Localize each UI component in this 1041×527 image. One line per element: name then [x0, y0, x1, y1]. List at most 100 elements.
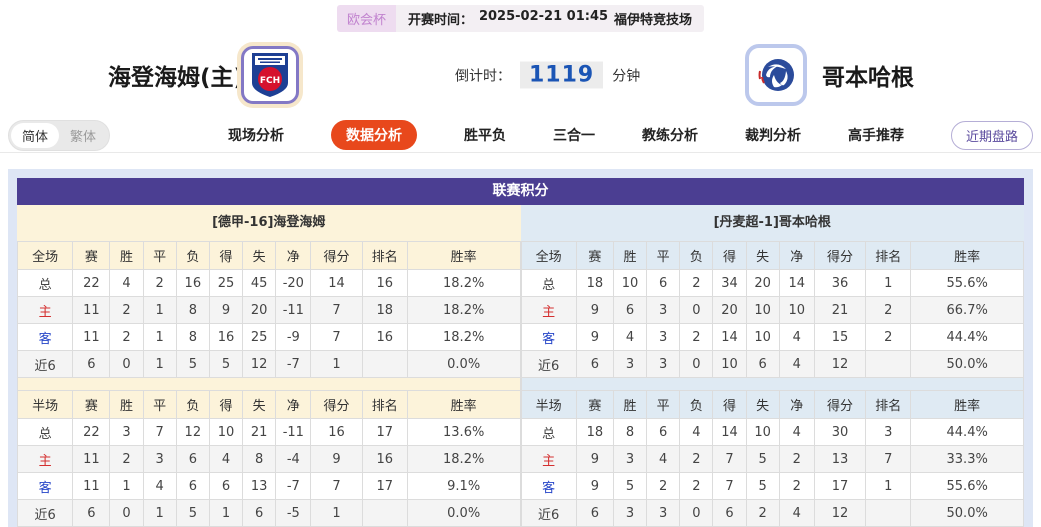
cell: 12 [813, 350, 867, 378]
panel-title: 联赛积分 [17, 178, 1024, 205]
nav-tab[interactable]: 胜平负 [464, 128, 507, 144]
cell: 14 [712, 323, 747, 351]
cell: 55.6% [910, 269, 1024, 297]
cell: 50.0% [910, 350, 1024, 378]
nav-tab[interactable]: 裁判分析 [745, 128, 802, 144]
match-header: 海登海姆(主) FCH 倒计时： 1119 分钟 哥本哈 [0, 32, 1041, 118]
cell: 0.0% [406, 499, 521, 527]
cell: 44.4% [910, 323, 1024, 351]
col-header: 胜率 [406, 241, 521, 270]
lang-traditional-button[interactable]: 繁体 [70, 129, 97, 145]
cell: 30 [813, 418, 867, 446]
league-badge: 欧会杯 [336, 5, 396, 32]
cell: 2 [142, 269, 177, 297]
cell: 7 [142, 418, 177, 446]
nav-tab[interactable]: 数据分析 [331, 120, 418, 150]
countdown: 倒计时： 1119 分钟 [455, 61, 640, 89]
row-label: 主 [520, 445, 577, 473]
home-halftime-table: 半场赛胜平负得失净得分 排名 胜率 总 22 3 7 12 10 21 -11 16 17 13.6% 主… [16, 390, 521, 527]
home-fulltime-table: 全场赛胜平负得失净得分 排名 胜率 总 22 4 2 16 25 45 -20 14 16 18.2% 主… [16, 241, 521, 378]
row-label: 客 [16, 323, 74, 351]
cell: 4 [778, 323, 815, 351]
cell: 7 [712, 445, 747, 473]
col-header: 得分 [813, 390, 867, 419]
fch-crest-icon: FCH [252, 53, 288, 97]
cell: 2 [778, 472, 815, 500]
lang-simplified-button[interactable]: 简体 [11, 122, 60, 148]
cell: 2 [865, 296, 912, 324]
row-label: 近6 [520, 499, 577, 527]
cell: 2 [109, 323, 144, 351]
col-header: 排名 [865, 390, 912, 419]
table-row: 近6 6 3 3 0 10 6 4 12 50.0% [520, 350, 1024, 378]
col-header: 得 [712, 390, 747, 419]
cell: 9 [575, 445, 614, 473]
row-label: 近6 [16, 499, 74, 527]
col-header: 得 [712, 241, 747, 270]
table-row: 主 9 6 3 0 20 10 10 21 2 66.7% [520, 296, 1024, 324]
cell: 12 [242, 350, 277, 378]
cell: 3 [646, 296, 681, 324]
cell: 11 [72, 472, 111, 500]
cell: -7 [275, 350, 312, 378]
cell: 9 [575, 472, 614, 500]
cell: 16 [175, 269, 210, 297]
navbar: 简体 繁体 现场分析 数据分析 胜平负 三合一 教练分析 裁判分析 高手推荐 近期盘路 [0, 118, 1041, 153]
recent-trend-button[interactable]: 近期盘路 [950, 120, 1033, 150]
cell: 16 [361, 445, 408, 473]
cell: 5 [745, 445, 780, 473]
cell: 6 [72, 499, 111, 527]
cell [361, 350, 408, 378]
cell: 2 [646, 472, 681, 500]
cell: 4 [778, 350, 815, 378]
row-label: 主 [520, 296, 577, 324]
cell: 12 [813, 499, 867, 527]
col-header: 负 [175, 241, 210, 270]
row-label: 主 [16, 296, 74, 324]
col-header: 失 [242, 241, 277, 270]
cell: 2 [679, 445, 714, 473]
row-label: 总 [520, 269, 577, 297]
cell: -20 [275, 269, 312, 297]
cell: 18.2% [406, 323, 521, 351]
row-label: 总 [16, 269, 74, 297]
col-header: 得分 [310, 241, 363, 270]
nav-tab[interactable]: 教练分析 [642, 128, 699, 144]
cell: -7 [275, 472, 312, 500]
cell: 3 [142, 445, 177, 473]
col-header: 赛 [72, 390, 111, 419]
cell: 0 [109, 499, 144, 527]
col-header: 排名 [865, 241, 912, 270]
col-header: 胜 [612, 390, 648, 419]
row-label: 总 [520, 418, 577, 446]
cell: 2 [745, 499, 780, 527]
col-header: 得 [208, 241, 244, 270]
table-row: 近6 6 0 1 5 5 12 -7 1 0.0% [16, 350, 521, 378]
cell: 6 [72, 350, 111, 378]
table-row: 总 18 10 6 2 34 20 14 36 1 55.6% [520, 269, 1024, 297]
nav-tab[interactable]: 现场分析 [228, 128, 285, 144]
nav-tab[interactable]: 高手推荐 [848, 128, 905, 144]
cell: 2 [109, 296, 144, 324]
cell: 21 [242, 418, 277, 446]
countdown-label: 倒计时： [455, 68, 511, 84]
row-label: 客 [16, 472, 74, 500]
cell: 2 [865, 323, 912, 351]
cell: 1 [865, 269, 912, 297]
cell: 13 [813, 445, 867, 473]
cell: 0.0% [406, 350, 521, 378]
cell: 13.6% [406, 418, 521, 446]
cell: -11 [275, 418, 312, 446]
col-header: 半场 [16, 390, 74, 419]
nav-tab[interactable]: 三合一 [553, 128, 596, 144]
row-label: 总 [16, 418, 74, 446]
cell: 9 [575, 323, 614, 351]
away-table-header: [丹麦超-1]哥本哈根 [520, 205, 1024, 241]
cell: 10 [612, 269, 648, 297]
cell: 5 [175, 350, 210, 378]
home-team-logo: FCH [237, 42, 303, 108]
cell: 1 [142, 350, 177, 378]
cell: 12 [175, 418, 210, 446]
cell: 66.7% [910, 296, 1024, 324]
table-row: 客 11 2 1 8 16 25 -9 7 16 18.2% [16, 323, 521, 351]
